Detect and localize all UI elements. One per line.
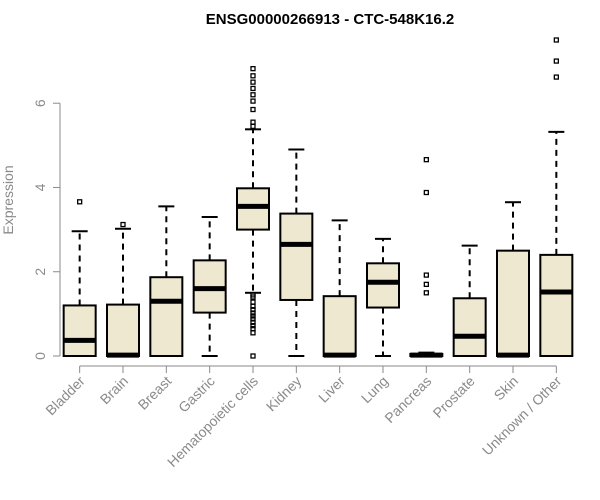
x-tick-label: Lung (358, 373, 391, 406)
box-gastric (192, 215, 227, 357)
outlier-point (553, 74, 559, 80)
x-tick-label: Breast (135, 373, 175, 413)
box-breast (149, 205, 184, 357)
outlier-point (250, 85, 256, 92)
y-tick-label: 4 (32, 183, 48, 191)
iqr-box (106, 303, 140, 357)
x-tick-label: Liver (315, 373, 348, 406)
x-tick-label: Brain (97, 373, 131, 407)
y-axis: 0 2 4 6 (32, 99, 61, 360)
x-tick-label: Kidney (263, 373, 305, 415)
outlier-point (553, 58, 559, 64)
outlier-point (250, 79, 256, 85)
outlier-point (77, 199, 83, 205)
outlier-point (250, 313, 256, 319)
iqr-box (149, 276, 184, 357)
outlier-point (250, 325, 256, 332)
iqr-box (236, 187, 270, 231)
x-tick-label: Bladder (42, 373, 88, 419)
outlier-point (250, 73, 256, 79)
boxes-layer (62, 37, 574, 359)
outlier-point (250, 299, 256, 305)
outlier-point (250, 330, 256, 336)
outlier-point (423, 290, 429, 296)
outlier-point (250, 353, 256, 359)
box-skin (496, 201, 530, 358)
x-tick-label: Gastric (175, 373, 218, 416)
box-kidney (279, 148, 314, 357)
iqr-box (62, 304, 97, 358)
outlier-point (250, 292, 256, 298)
x-tick-label: Skin (491, 373, 522, 404)
x-tick-label: Prostate (430, 373, 478, 421)
box-pancreas (409, 157, 444, 358)
y-tick-label: 2 (32, 268, 48, 276)
box-hematopoietic-cells (236, 66, 270, 359)
outlier-point (423, 157, 429, 163)
iqr-box (452, 297, 487, 358)
outlier-point (423, 189, 429, 196)
x-tick-label: Pancreas (381, 373, 434, 426)
chart-title: ENSG00000266913 - CTC-548K16.2 (206, 11, 454, 28)
y-tick-label: 0 (32, 352, 48, 360)
y-tick-label: 6 (32, 99, 48, 107)
box-unknown-other (539, 37, 574, 358)
box-liver (322, 219, 357, 358)
outlier-point (250, 66, 256, 72)
y-axis-label: Expression (0, 165, 16, 234)
outlier-point (553, 37, 559, 43)
iqr-box (366, 262, 400, 309)
box-lung (366, 237, 400, 357)
x-tick-label: Unknown / Other (479, 373, 565, 459)
outlier-point (250, 123, 256, 130)
outlier-point (120, 221, 126, 228)
outlier-point (250, 106, 256, 113)
outlier-point (250, 303, 256, 309)
iqr-box (496, 249, 530, 358)
outlier-point (423, 281, 429, 288)
outlier-point (423, 272, 429, 278)
outlier-point (250, 92, 256, 98)
outlier-point (250, 119, 256, 125)
box-brain (106, 221, 140, 358)
box-bladder (62, 199, 97, 358)
box-prostate (452, 244, 487, 358)
iqr-box (279, 212, 314, 301)
iqr-box (322, 295, 357, 357)
outlier-point (250, 98, 256, 104)
outlier-point (250, 316, 256, 322)
iqr-box (539, 253, 574, 358)
